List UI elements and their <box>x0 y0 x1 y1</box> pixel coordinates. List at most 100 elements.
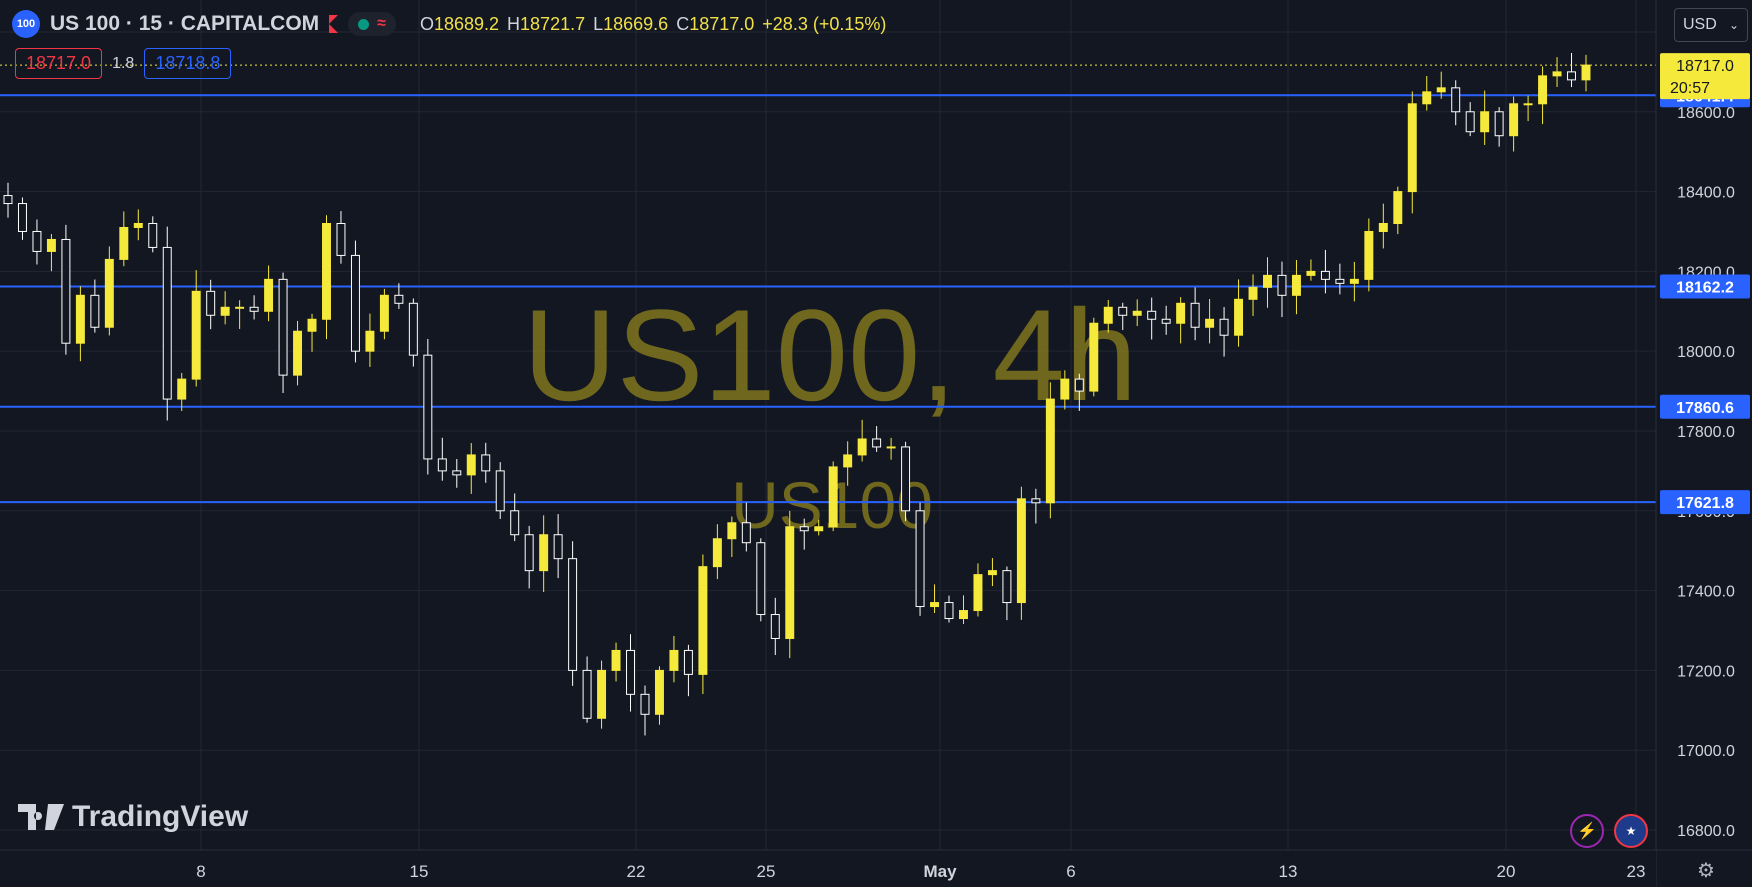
candle-up[interactable] <box>1089 317 1099 397</box>
candle-up[interactable] <box>1523 95 1533 122</box>
candle-up[interactable] <box>46 234 56 272</box>
candle-down[interactable] <box>915 502 925 616</box>
candle-up[interactable] <box>814 519 824 536</box>
candle-down[interactable] <box>148 216 158 253</box>
candle-down[interactable] <box>1277 261 1287 318</box>
candle-down[interactable] <box>408 298 418 367</box>
candle-up[interactable] <box>235 300 245 329</box>
indicator-status[interactable]: ≈ <box>348 12 396 36</box>
candle-down[interactable] <box>1567 52 1577 88</box>
symbol-title[interactable]: US 100 · 15 · CAPITALCOM <box>50 12 320 35</box>
candle-down[interactable] <box>437 437 447 481</box>
candle-down[interactable] <box>1335 263 1345 295</box>
candle-up[interactable] <box>1378 203 1388 249</box>
candle-up[interactable] <box>1480 90 1490 145</box>
candle-up[interactable] <box>104 246 114 336</box>
candle-up[interactable] <box>1176 297 1186 344</box>
candle-up[interactable] <box>1349 261 1359 302</box>
candle-up[interactable] <box>1060 370 1070 410</box>
candle-down[interactable] <box>17 197 27 240</box>
candle-down[interactable] <box>350 240 360 363</box>
candle-down[interactable] <box>206 279 216 330</box>
candle-up[interactable] <box>539 515 549 593</box>
candle-up[interactable] <box>1234 279 1244 347</box>
candle-up[interactable] <box>785 510 795 659</box>
candle-down[interactable] <box>683 644 693 697</box>
candle-down[interactable] <box>901 441 911 522</box>
settings-gear-icon[interactable]: ⚙ <box>1697 860 1715 882</box>
symbol-logo-icon[interactable]: 100 <box>12 10 40 38</box>
candle-down[interactable] <box>394 283 404 309</box>
candle-up[interactable] <box>698 554 708 695</box>
time-axis[interactable]: 8 15 22 25 May 6 13 20 23 <box>196 862 1645 881</box>
candle-up[interactable] <box>1552 57 1562 87</box>
candles[interactable] <box>3 52 1591 736</box>
candle-up[interactable] <box>1436 71 1446 99</box>
candle-up[interactable] <box>220 291 230 325</box>
candle-down[interactable] <box>944 595 954 623</box>
candle-up[interactable] <box>1393 186 1403 235</box>
candle-up[interactable] <box>1306 259 1316 281</box>
candle-down[interactable] <box>1494 107 1504 147</box>
candle-up[interactable] <box>1016 486 1026 620</box>
candle-up[interactable] <box>379 288 389 340</box>
horizontal-levels[interactable] <box>0 94 1656 504</box>
buy-button[interactable]: 18718.8 <box>144 48 232 79</box>
candle-up[interactable] <box>75 286 85 362</box>
candle-down[interactable] <box>1118 302 1128 331</box>
candle-down[interactable] <box>1190 287 1200 341</box>
candle-down[interactable] <box>756 538 766 622</box>
candle-down[interactable] <box>524 525 534 589</box>
sell-button[interactable]: 18717.0 <box>15 48 103 79</box>
candle-up[interactable] <box>727 516 737 557</box>
candle-down[interactable] <box>1161 305 1171 335</box>
lightning-icon[interactable]: ⚡ <box>1570 814 1604 848</box>
candle-up[interactable] <box>669 635 679 683</box>
candle-up[interactable] <box>293 320 303 386</box>
candle-down[interactable] <box>1219 307 1229 357</box>
us-flag-icon[interactable]: ★ <box>1614 814 1648 848</box>
candle-down[interactable] <box>770 597 780 655</box>
candle-up[interactable] <box>1132 299 1142 327</box>
candle-down[interactable] <box>1147 297 1157 340</box>
candle-up[interactable] <box>1422 76 1432 111</box>
candle-up[interactable] <box>1103 299 1113 333</box>
candle-down[interactable] <box>278 272 288 393</box>
candle-up[interactable] <box>611 642 621 682</box>
candle-down[interactable] <box>61 224 71 355</box>
candle-up[interactable] <box>133 209 143 241</box>
candle-up[interactable] <box>828 461 838 532</box>
candle-down[interactable] <box>162 226 172 421</box>
candle-up[interactable] <box>307 313 317 352</box>
candle-up[interactable] <box>843 441 853 486</box>
candle-up[interactable] <box>712 524 722 580</box>
candle-up[interactable] <box>191 270 201 387</box>
tradingview-logo[interactable]: TradingView <box>18 800 248 834</box>
candle-down[interactable] <box>640 685 650 736</box>
candle-down[interactable] <box>872 426 882 452</box>
candle-up[interactable] <box>654 666 664 725</box>
candle-down[interactable] <box>626 634 635 712</box>
candle-up[interactable] <box>1263 257 1272 308</box>
candle-up[interactable] <box>1291 259 1301 315</box>
currency-select[interactable]: USD ⌄ <box>1674 8 1748 42</box>
candle-up[interactable] <box>119 211 129 267</box>
candle-down[interactable] <box>799 518 809 550</box>
candle-up[interactable] <box>466 443 476 494</box>
candle-up[interactable] <box>857 419 867 462</box>
candle-up[interactable] <box>930 584 940 613</box>
candle-down[interactable] <box>1451 80 1461 126</box>
candle-up[interactable] <box>1581 54 1591 92</box>
candle-down[interactable] <box>423 338 433 475</box>
candle-down[interactable] <box>495 462 505 520</box>
candle-up[interactable] <box>264 265 274 322</box>
candle-down[interactable] <box>510 493 520 542</box>
candle-up[interactable] <box>1205 298 1215 344</box>
candle-up[interactable] <box>365 313 375 367</box>
flag-icon[interactable] <box>329 15 339 33</box>
candle-down[interactable] <box>553 514 563 579</box>
candle-up[interactable] <box>973 563 983 617</box>
candle-up[interactable] <box>1509 96 1519 152</box>
candle-up[interactable] <box>959 595 968 625</box>
candle-down[interactable] <box>1002 566 1012 621</box>
